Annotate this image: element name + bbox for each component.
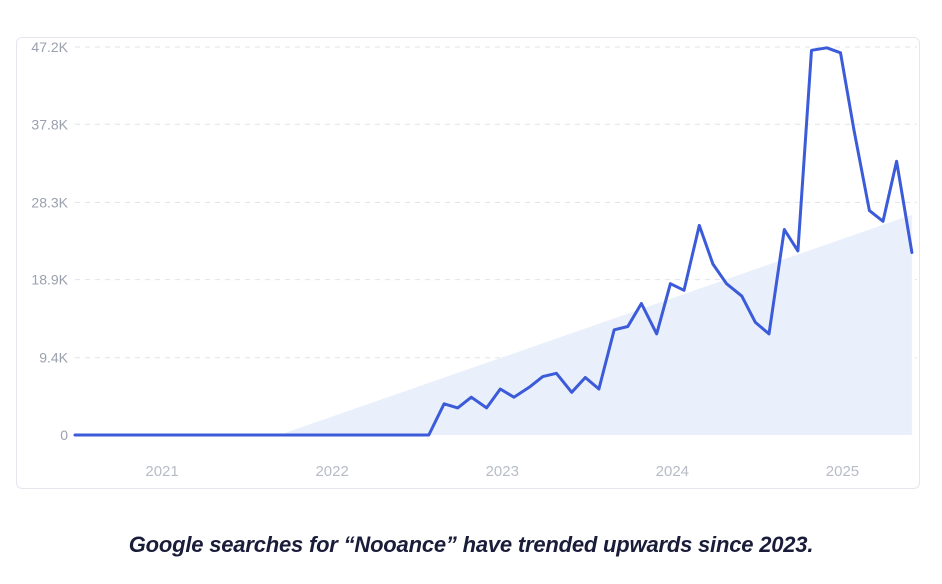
y-tick-label: 18.9K <box>31 272 68 288</box>
trend-area <box>279 214 912 435</box>
y-tick-label: 37.8K <box>31 116 68 132</box>
y-axis-ticks: 0 9.4K 18.9K 28.3K 37.8K 47.2K <box>31 39 68 443</box>
x-tick-label: 2023 <box>486 463 519 480</box>
y-tick-label: 9.4K <box>39 350 68 366</box>
y-tick-label: 28.3K <box>31 194 68 210</box>
x-tick-label: 2022 <box>315 463 348 480</box>
y-tick-label: 47.2K <box>31 39 68 55</box>
chart-caption: Google searches for “Nooance” have trend… <box>128 532 814 557</box>
x-tick-label: 2024 <box>656 463 689 480</box>
y-tick-label: 0 <box>60 427 68 443</box>
x-tick-label: 2021 <box>145 463 178 480</box>
series-line-searches <box>73 46 914 437</box>
x-axis-ticks: 2021 2022 2023 2024 2025 <box>145 463 859 480</box>
x-tick-label: 2025 <box>826 463 859 480</box>
